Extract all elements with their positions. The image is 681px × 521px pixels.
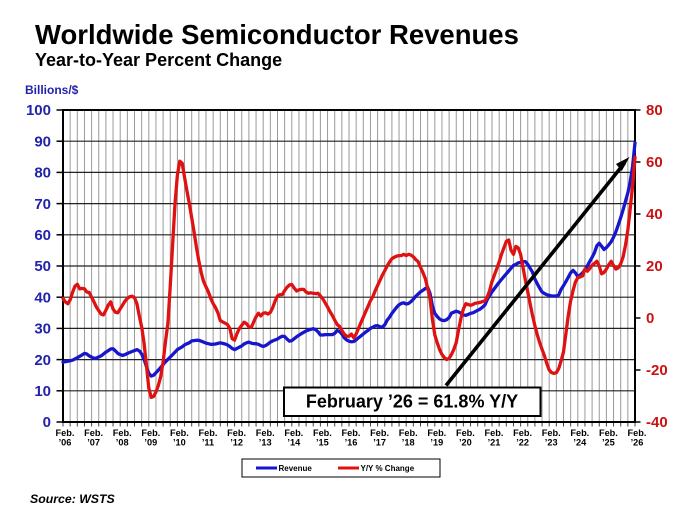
- svg-text:’22: ’22: [516, 438, 529, 448]
- svg-text:’12: ’12: [230, 438, 243, 448]
- svg-text:30: 30: [34, 321, 51, 338]
- svg-text:Feb.: Feb.: [628, 428, 647, 438]
- svg-text:20: 20: [34, 352, 51, 369]
- svg-text:Feb.: Feb.: [399, 428, 418, 438]
- svg-text:Feb.: Feb.: [227, 428, 246, 438]
- svg-text:Feb.: Feb.: [170, 428, 189, 438]
- svg-text:’18: ’18: [402, 438, 415, 448]
- svg-text:Feb.: Feb.: [313, 428, 332, 438]
- svg-text:80: 80: [34, 165, 51, 182]
- svg-text:’11: ’11: [202, 438, 214, 448]
- svg-text:Feb.: Feb.: [141, 428, 160, 438]
- svg-text:’15: ’15: [316, 438, 329, 448]
- svg-text:’10: ’10: [173, 438, 186, 448]
- svg-text:20: 20: [646, 258, 663, 275]
- svg-text:0: 0: [43, 414, 51, 431]
- svg-text:’07: ’07: [87, 438, 100, 448]
- svg-text:Feb.: Feb.: [199, 428, 218, 438]
- svg-text:Feb.: Feb.: [570, 428, 589, 438]
- svg-text:February ’26 = 61.8% Y/Y: February ’26 = 61.8% Y/Y: [306, 392, 518, 412]
- svg-text:100: 100: [26, 102, 51, 119]
- svg-text:Feb.: Feb.: [427, 428, 446, 438]
- svg-text:Feb.: Feb.: [513, 428, 532, 438]
- svg-text:’13: ’13: [259, 438, 272, 448]
- svg-text:’24: ’24: [573, 438, 587, 448]
- svg-text:-40: -40: [646, 414, 668, 431]
- svg-text:Feb.: Feb.: [256, 428, 275, 438]
- svg-text:80: 80: [646, 102, 663, 119]
- svg-text:’06: ’06: [59, 438, 72, 448]
- svg-text:60: 60: [34, 227, 51, 244]
- svg-text:’25: ’25: [602, 438, 615, 448]
- svg-text:’08: ’08: [116, 438, 129, 448]
- svg-text:Y/Y % Change: Y/Y % Change: [361, 464, 415, 473]
- svg-text:’16: ’16: [345, 438, 358, 448]
- svg-text:Revenue: Revenue: [279, 464, 313, 473]
- svg-text:’21: ’21: [488, 438, 501, 448]
- svg-text:70: 70: [34, 196, 51, 213]
- svg-text:’09: ’09: [144, 438, 157, 448]
- svg-text:’17: ’17: [373, 438, 386, 448]
- svg-text:10: 10: [34, 383, 51, 400]
- svg-text:’26: ’26: [631, 438, 644, 448]
- svg-text:50: 50: [34, 258, 51, 275]
- svg-text:Feb.: Feb.: [370, 428, 389, 438]
- svg-text:’14: ’14: [287, 438, 301, 448]
- svg-text:90: 90: [34, 133, 51, 150]
- svg-text:Feb.: Feb.: [113, 428, 132, 438]
- svg-text:40: 40: [646, 206, 663, 223]
- svg-text:Feb.: Feb.: [284, 428, 303, 438]
- svg-text:Feb.: Feb.: [485, 428, 504, 438]
- svg-text:Feb.: Feb.: [84, 428, 103, 438]
- svg-text:Feb.: Feb.: [542, 428, 561, 438]
- svg-text:-20: -20: [646, 362, 668, 379]
- svg-text:60: 60: [646, 154, 663, 171]
- svg-text:0: 0: [646, 310, 654, 327]
- svg-text:40: 40: [34, 289, 51, 306]
- svg-text:’19: ’19: [430, 438, 443, 448]
- svg-text:Feb.: Feb.: [456, 428, 475, 438]
- svg-text:Feb.: Feb.: [599, 428, 618, 438]
- svg-text:’23: ’23: [545, 438, 558, 448]
- svg-text:Feb.: Feb.: [342, 428, 361, 438]
- svg-text:Feb.: Feb.: [56, 428, 75, 438]
- svg-text:’20: ’20: [459, 438, 472, 448]
